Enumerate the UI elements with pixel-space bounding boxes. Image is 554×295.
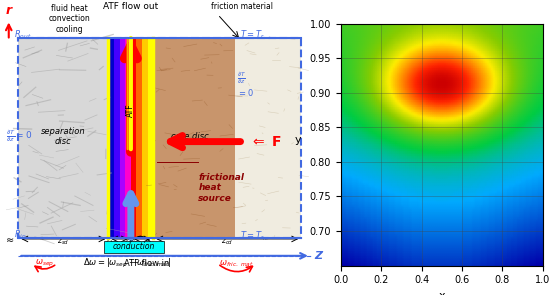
Text: ATF flow out: ATF flow out bbox=[103, 2, 158, 11]
Text: friction material: friction material bbox=[211, 2, 273, 11]
Text: $\omega_{fric.\ mat}$: $\omega_{fric.\ mat}$ bbox=[219, 258, 254, 269]
Bar bbox=[131, 38, 136, 238]
Bar bbox=[18, 38, 109, 238]
X-axis label: x: x bbox=[439, 291, 445, 295]
Bar bbox=[120, 38, 125, 238]
Text: $T = T_{r_{out}}$: $T = T_{r_{out}}$ bbox=[240, 28, 272, 42]
Bar bbox=[114, 38, 120, 238]
Y-axis label: y: y bbox=[295, 135, 301, 145]
Text: $\Leftarrow$ F: $\Leftarrow$ F bbox=[250, 135, 282, 149]
Text: $R_{out}$: $R_{out}$ bbox=[13, 29, 31, 41]
Bar bbox=[148, 38, 153, 238]
FancyBboxPatch shape bbox=[104, 241, 164, 253]
Text: Z: Z bbox=[314, 251, 322, 261]
Text: $\frac{\partial T}{\partial z}$
$=0$: $\frac{\partial T}{\partial z}$ $=0$ bbox=[237, 71, 254, 99]
Text: ATF flow in: ATF flow in bbox=[124, 259, 170, 268]
Bar bbox=[153, 38, 235, 238]
Text: $\frac{\partial T}{\partial z}=0$: $\frac{\partial T}{\partial z}=0$ bbox=[6, 128, 32, 144]
Text: r: r bbox=[6, 4, 12, 17]
Text: separation
disc: separation disc bbox=[41, 127, 86, 146]
Bar bbox=[18, 38, 301, 238]
Text: $z_{cd}$: $z_{cd}$ bbox=[221, 236, 233, 247]
Text: frictional
heat
source: frictional heat source bbox=[198, 173, 244, 203]
Text: $z_{fric}$: $z_{fric}$ bbox=[124, 236, 138, 247]
Text: $T = T_{r_{in}}$: $T = T_{r_{in}}$ bbox=[240, 230, 269, 243]
Bar bbox=[142, 38, 148, 238]
Text: core disc: core disc bbox=[171, 132, 209, 141]
Text: ATF: ATF bbox=[126, 104, 135, 117]
Bar bbox=[125, 38, 131, 238]
Text: fluid heat
convection
cooling: fluid heat convection cooling bbox=[49, 4, 91, 34]
Bar bbox=[109, 38, 114, 238]
Bar bbox=[235, 38, 301, 238]
Bar bbox=[136, 38, 142, 238]
Text: conduction: conduction bbox=[113, 242, 155, 252]
Text: $\omega_{sep}$: $\omega_{sep}$ bbox=[34, 258, 54, 269]
Text: $\approx$: $\approx$ bbox=[4, 234, 15, 244]
Text: $z_{lub}$: $z_{lub}$ bbox=[105, 236, 119, 247]
Text: $\Delta\omega = |\omega_{sep} - \omega_{fric.mat}|$: $\Delta\omega = |\omega_{sep} - \omega_{… bbox=[83, 257, 172, 270]
Text: $z_{sd}$: $z_{sd}$ bbox=[57, 236, 69, 247]
Text: $R_{in}$: $R_{in}$ bbox=[13, 229, 27, 241]
